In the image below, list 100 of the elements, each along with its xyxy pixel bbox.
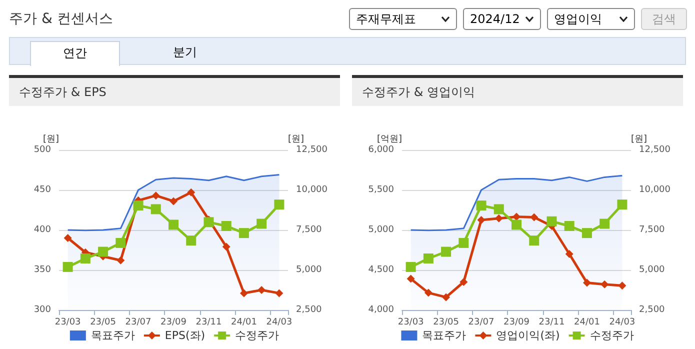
y-tick-label: 6,000: [368, 145, 394, 155]
point: [600, 218, 610, 229]
point: [238, 228, 249, 238]
x-tick-label: 24/01: [574, 318, 600, 328]
point: [274, 200, 284, 210]
point: [116, 256, 125, 264]
y2-tick-label: 7,500: [296, 225, 322, 235]
x-tick-label: 23/09: [160, 318, 187, 328]
chart-title: 수정주가 & 영업이익: [352, 78, 683, 106]
x-tick-label: 23/05: [433, 318, 460, 328]
point: [80, 253, 90, 264]
legend-label: 수정주가: [590, 329, 634, 342]
y2-tick-label: 10,000: [296, 185, 328, 195]
point: [240, 289, 248, 298]
y2-axis-title: [원]: [288, 134, 304, 144]
y-tick-label: 400: [34, 225, 52, 235]
point: [546, 216, 557, 226]
point: [618, 282, 626, 290]
point: [477, 216, 486, 224]
y-tick-label: 450: [34, 185, 52, 195]
point: [187, 188, 196, 196]
point: [564, 221, 574, 231]
y2-tick-label: 12,500: [639, 145, 671, 155]
text: 영업이익: [554, 10, 602, 28]
point: [64, 234, 72, 242]
point: [617, 200, 628, 210]
point: [62, 262, 73, 272]
point: [529, 236, 540, 246]
point: [530, 213, 538, 222]
point: [152, 192, 160, 200]
point: [258, 286, 266, 294]
point: [441, 246, 452, 257]
x-tick-label: 23/11: [538, 318, 565, 328]
point: [186, 236, 196, 246]
text: 검색: [641, 8, 687, 30]
point: [582, 228, 592, 238]
y-tick-label: 4,500: [368, 265, 394, 275]
legend-label: EPS(좌): [164, 329, 206, 342]
point: [168, 220, 178, 230]
x-tick-label: 23/03: [398, 318, 424, 328]
point: [512, 212, 520, 221]
x-tick-label: 24/03: [266, 318, 292, 328]
point: [150, 204, 161, 214]
x-tick-label: 23/09: [504, 318, 530, 328]
y-tick-label: 4,000: [368, 305, 394, 315]
point: [582, 278, 591, 287]
y2-tick-label: 12,500: [296, 145, 328, 155]
point: [423, 253, 434, 264]
y-tick-label: 5,500: [368, 185, 394, 195]
text: 분기: [172, 44, 198, 61]
point: [222, 242, 230, 251]
x-tick-label: 23/11: [196, 318, 222, 328]
y-axis-title: [억원]: [376, 134, 402, 144]
point: [133, 200, 144, 211]
x-tick-label: 24/01: [230, 318, 257, 328]
point: [406, 274, 415, 283]
y2-tick-label: 7,500: [639, 225, 666, 235]
x-tick-label: 23/07: [468, 318, 494, 328]
point: [424, 288, 432, 297]
point: [275, 289, 284, 298]
y2-tick-label: 2,500: [296, 305, 322, 315]
text: 연간: [30, 41, 120, 66]
legend-label: 영업이익(좌): [496, 329, 560, 342]
point: [600, 280, 609, 288]
legend-label: 목표주가: [90, 329, 135, 342]
point: [256, 218, 267, 229]
y-tick-label: 5,000: [368, 225, 394, 235]
point: [458, 238, 469, 248]
x-tick-label: 23/05: [90, 318, 116, 328]
y2-tick-label: 2,500: [639, 305, 666, 315]
point: [98, 246, 108, 257]
legend-label: 목표주가: [422, 329, 466, 342]
point: [406, 262, 416, 272]
point: [476, 200, 486, 211]
point: [494, 214, 503, 222]
text: 주가 & 컨센서스: [9, 10, 113, 28]
text: 2024/12: [470, 12, 520, 26]
y-tick-label: 500: [34, 145, 52, 155]
text: 주재무제표: [356, 10, 416, 28]
y-tick-label: 350: [34, 265, 52, 275]
point: [221, 221, 232, 231]
point: [204, 217, 214, 228]
point: [460, 278, 468, 286]
point: [442, 293, 450, 302]
y-tick-label: 300: [34, 305, 52, 315]
y2-tick-label: 5,000: [639, 265, 666, 275]
point: [512, 220, 522, 230]
chart-title: 수정주가 & EPS: [9, 78, 340, 106]
x-tick-label: 24/03: [609, 318, 636, 328]
x-tick-label: 23/03: [54, 318, 81, 328]
point: [494, 204, 504, 214]
point: [116, 238, 126, 248]
point: [170, 197, 178, 206]
legend-label: 수정주가: [235, 329, 280, 342]
y2-tick-label: 10,000: [639, 185, 671, 195]
x-tick-label: 23/07: [125, 318, 152, 328]
y2-tick-label: 5,000: [296, 265, 322, 275]
y-axis-title: [원]: [42, 134, 59, 144]
y2-axis-title: [원]: [631, 134, 648, 144]
point: [565, 250, 574, 258]
